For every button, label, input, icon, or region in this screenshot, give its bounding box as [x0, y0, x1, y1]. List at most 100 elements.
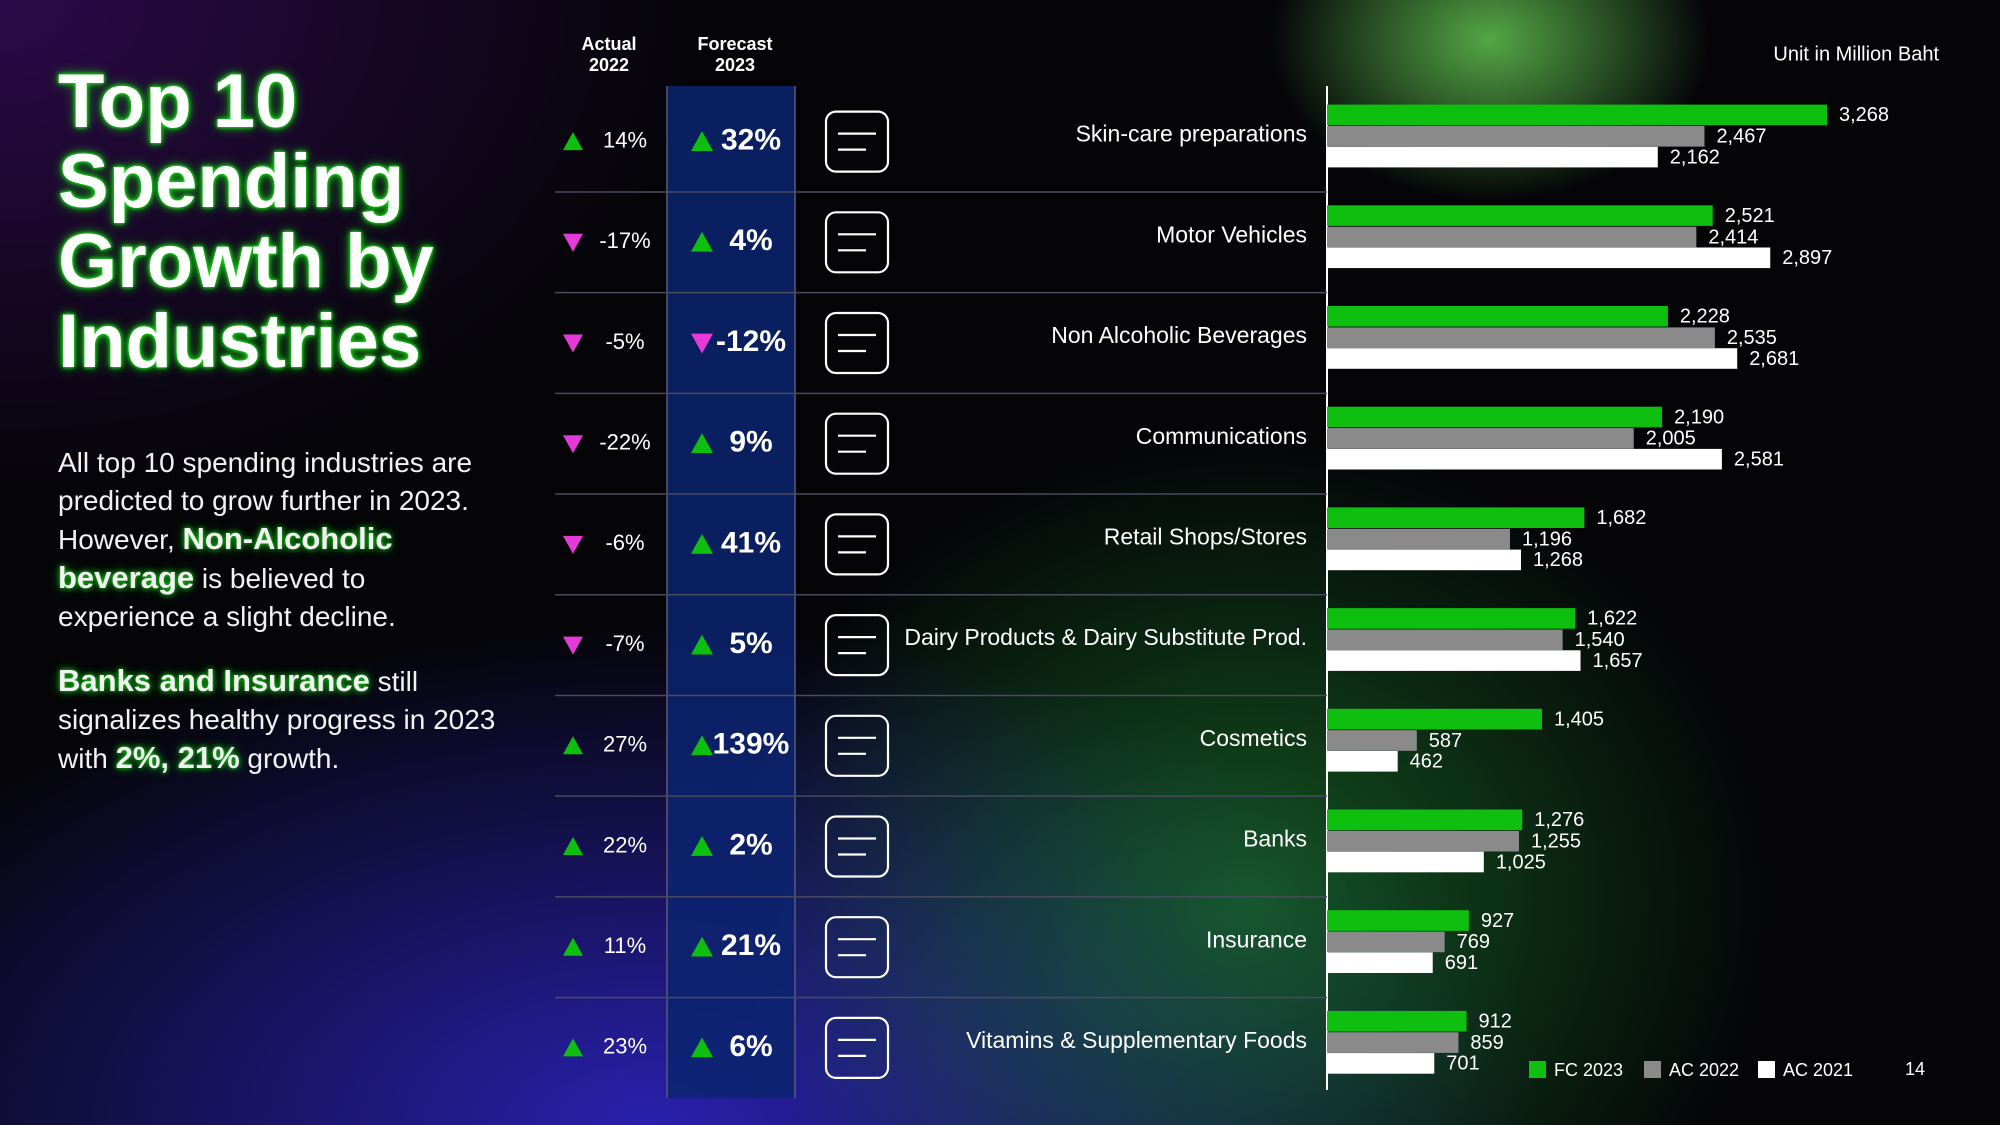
bar — [1327, 146, 1658, 168]
category-label: Non Alcoholic Beverages — [1051, 322, 1307, 348]
paragraph-text: All top 10 spending industries are predi… — [58, 447, 473, 555]
category-label: Motor Vehicles — [1156, 221, 1307, 247]
bar — [1327, 428, 1634, 449]
column-header: Actual — [581, 34, 636, 54]
value-label: 927 — [1481, 910, 1514, 932]
industry-icon — [824, 513, 890, 576]
industry-icon — [824, 412, 890, 475]
actual-growth: -7% — [605, 631, 644, 656]
icon-shape — [824, 613, 890, 677]
value-label: 2,467 — [1716, 126, 1766, 148]
value-label: 2,005 — [1646, 428, 1696, 450]
value-label: 2,228 — [1680, 306, 1730, 328]
bar — [1327, 1032, 1459, 1053]
bar — [1327, 830, 1520, 852]
value-label: 3,268 — [1839, 104, 1889, 126]
arrow-up — [691, 1037, 713, 1058]
arrow-down — [563, 233, 583, 252]
value-label: 2,535 — [1727, 327, 1777, 349]
highlight-text: Non-Alcoholic beverage — [58, 521, 393, 595]
value-label: 462 — [1410, 751, 1443, 773]
category-label: Dairy Products & Dairy Substitute Prod. — [904, 624, 1307, 650]
value-label: 691 — [1445, 952, 1478, 974]
value-label: 2,414 — [1708, 226, 1758, 248]
industry-icon — [824, 311, 890, 375]
paragraph: Banks and Insurance still signalizes hea… — [58, 662, 498, 778]
arrow-up — [691, 533, 713, 554]
arrow-up — [563, 1038, 583, 1057]
actual-growth: 22% — [603, 832, 647, 857]
arrow-down — [563, 334, 583, 353]
bar — [1327, 1053, 1435, 1074]
value-label: 2,162 — [1670, 146, 1720, 168]
value-label: 912 — [1479, 1010, 1512, 1032]
value-label: 1,540 — [1575, 629, 1625, 651]
arrow-up — [563, 837, 583, 855]
icon-shape — [824, 1016, 890, 1080]
value-label: 2,897 — [1782, 247, 1832, 269]
arrow-up — [691, 735, 713, 756]
arrow-up — [691, 433, 713, 454]
actual-growth: -5% — [605, 329, 644, 354]
bar — [1327, 952, 1433, 973]
arrow-up — [691, 131, 713, 151]
arrow-down — [691, 333, 713, 354]
arrow-up — [691, 836, 713, 856]
value-label: 2,521 — [1725, 205, 1775, 227]
arrow-up — [691, 231, 713, 252]
slide-title: Top 10 Spending Growth by Industries — [58, 59, 434, 384]
value-label: 2,681 — [1749, 348, 1799, 370]
forecast-growth: 5% — [729, 627, 772, 660]
bar — [1327, 708, 1542, 730]
bar — [1327, 931, 1445, 953]
page-number: 14 — [1905, 1059, 1925, 1079]
category-label: Skin-care preparations — [1076, 121, 1307, 147]
value-label: 2,190 — [1674, 406, 1724, 428]
icon-shape — [824, 211, 890, 274]
bar — [1327, 730, 1417, 751]
legend-swatch — [1758, 1061, 1775, 1078]
arrow-down — [563, 435, 583, 454]
bar — [1327, 549, 1522, 571]
category-label: Vitamins & Supplementary Foods — [966, 1027, 1307, 1053]
value-label: 769 — [1457, 931, 1490, 953]
value-label: 1,025 — [1496, 851, 1546, 873]
icon-shape — [824, 110, 890, 173]
bar — [1327, 910, 1469, 931]
value-label: 1,268 — [1533, 549, 1583, 571]
category-label: Banks — [1243, 826, 1307, 852]
category-label: Insurance — [1206, 926, 1307, 952]
arrow-up — [563, 736, 583, 755]
bar — [1327, 629, 1563, 651]
highlight-text: Banks and Insurance — [58, 663, 370, 698]
industry-icon — [824, 916, 890, 979]
category-label: Retail Shops/Stores — [1104, 523, 1307, 549]
arrow-down — [563, 535, 583, 554]
bar — [1327, 126, 1705, 147]
forecast-growth: 9% — [729, 426, 772, 459]
paragraph-text: is believed to experience a slight decli… — [58, 563, 396, 632]
bar — [1327, 104, 1828, 126]
legend-swatch — [1644, 1061, 1661, 1078]
value-label: 1,255 — [1531, 830, 1581, 852]
arrow-down — [563, 636, 583, 655]
actual-growth: 14% — [603, 127, 647, 152]
value-label: 1,276 — [1534, 809, 1584, 831]
forecast-growth: 6% — [729, 1030, 772, 1063]
arrow-up — [691, 634, 713, 655]
arrow-up — [563, 132, 583, 151]
highlight-text: 2%, 21% — [115, 740, 240, 775]
value-label: 701 — [1446, 1053, 1479, 1075]
bar — [1327, 306, 1668, 327]
industry-icon — [824, 110, 890, 173]
actual-growth: 23% — [603, 1034, 647, 1059]
value-label: 859 — [1470, 1032, 1503, 1054]
bar — [1327, 348, 1738, 369]
icon-shape — [824, 513, 890, 576]
value-label: 587 — [1429, 730, 1462, 752]
bar — [1327, 751, 1398, 772]
forecast-growth: 41% — [721, 526, 781, 559]
forecast-growth: -12% — [716, 325, 786, 358]
icon-shape — [824, 815, 890, 878]
